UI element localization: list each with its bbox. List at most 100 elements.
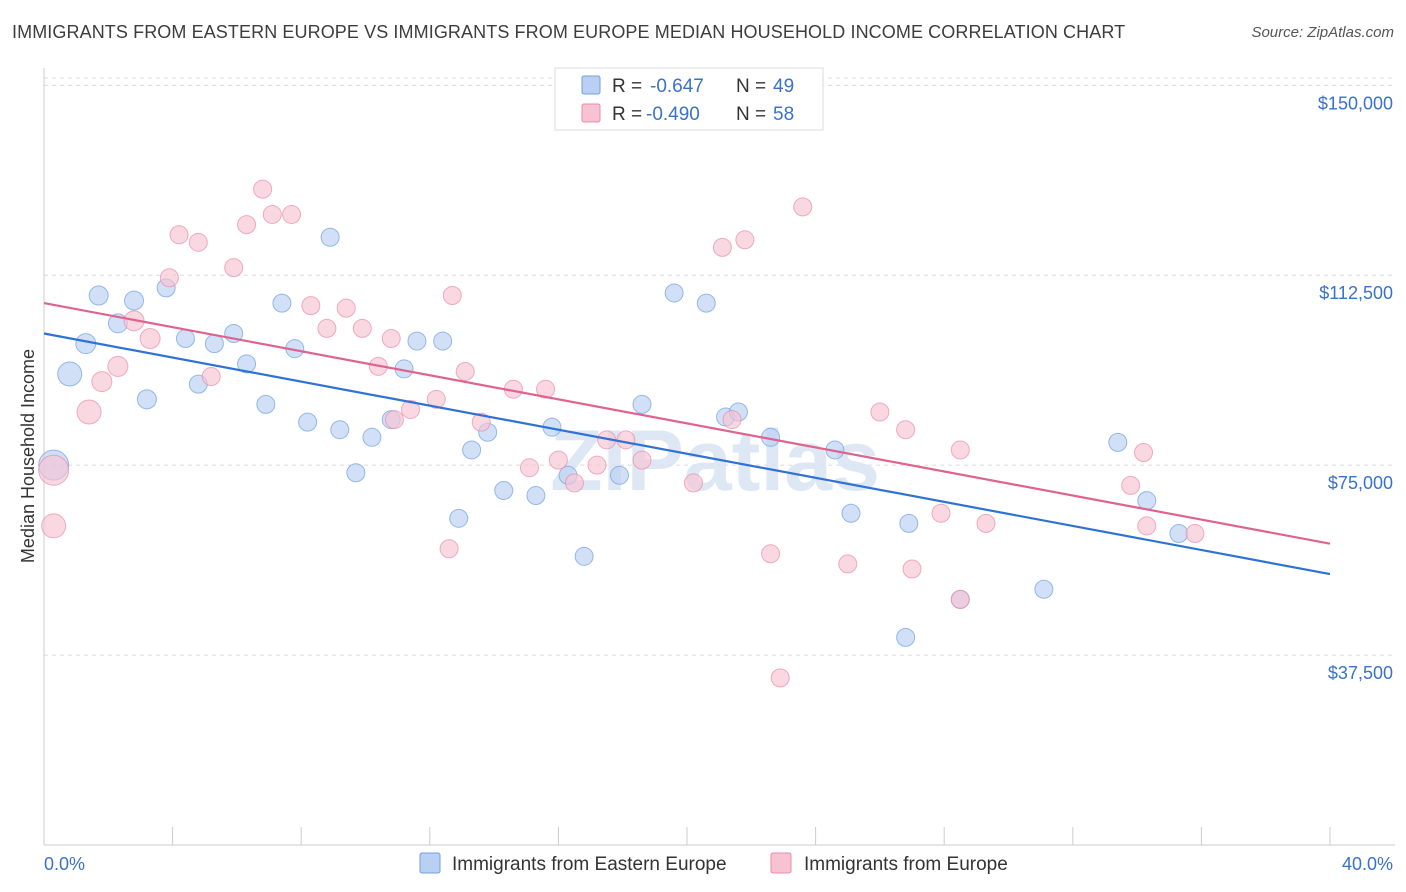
point-eastern-europe xyxy=(330,420,350,440)
point-europe xyxy=(107,355,129,377)
point-europe xyxy=(41,513,67,539)
legend-swatch-europe xyxy=(581,103,601,123)
point-europe xyxy=(793,197,813,217)
point-europe xyxy=(336,298,356,318)
point-eastern-europe xyxy=(320,227,340,247)
point-europe xyxy=(770,668,790,688)
point-europe xyxy=(587,455,607,475)
point-europe xyxy=(401,399,421,419)
point-eastern-europe xyxy=(204,334,224,354)
point-europe xyxy=(91,371,113,393)
point-eastern-europe xyxy=(609,465,629,485)
point-europe xyxy=(950,440,970,460)
legend-n-value-1: 49 xyxy=(773,76,794,97)
point-europe xyxy=(632,450,652,470)
point-eastern-europe xyxy=(841,503,861,523)
point-eastern-europe xyxy=(256,394,276,414)
legend-r-label-1: R = xyxy=(612,76,642,97)
trend-line-europe xyxy=(43,302,1331,545)
point-europe xyxy=(548,450,568,470)
point-eastern-europe xyxy=(136,389,157,410)
point-europe xyxy=(455,361,475,381)
point-europe xyxy=(683,473,703,493)
point-europe xyxy=(159,268,179,288)
point-europe xyxy=(536,379,556,399)
legend-n-value-2: 58 xyxy=(773,104,794,125)
y-axis-label: Median Household Income xyxy=(18,349,38,563)
y-tick-labels: $37,500 $75,000 $112,500 $150,000 xyxy=(1318,93,1393,683)
point-europe xyxy=(896,420,916,440)
point-europe xyxy=(262,204,282,224)
point-eastern-europe xyxy=(1137,491,1157,511)
point-eastern-europe xyxy=(1169,524,1189,544)
point-europe xyxy=(564,473,584,493)
source-label: Source: ZipAtlas.com xyxy=(1251,24,1394,41)
point-eastern-europe xyxy=(298,412,318,432)
point-eastern-europe xyxy=(433,331,453,351)
point-eastern-europe xyxy=(124,290,145,311)
x-axis-max-label: 40.0% xyxy=(1342,854,1393,874)
point-eastern-europe xyxy=(57,361,83,387)
point-europe xyxy=(352,318,372,338)
point-eastern-europe xyxy=(362,427,382,447)
point-europe xyxy=(1121,475,1141,495)
point-europe xyxy=(76,399,102,425)
point-eastern-europe xyxy=(272,293,292,313)
legend-swatch-eastern-europe xyxy=(581,75,601,95)
point-europe xyxy=(735,230,755,250)
point-eastern-europe xyxy=(494,480,514,500)
legend-r-value-1: -0.647 xyxy=(650,76,704,97)
point-eastern-europe xyxy=(1108,432,1128,452)
point-eastern-europe xyxy=(449,508,469,528)
legend-r-label-2: R = xyxy=(612,104,642,125)
point-europe xyxy=(870,402,890,422)
point-eastern-europe xyxy=(696,293,716,313)
point-eastern-europe xyxy=(574,546,594,566)
series-legend: Immigrants from Eastern Europe Immigrant… xyxy=(419,852,1008,875)
point-europe xyxy=(1185,524,1205,544)
y-tick-label: $75,000 xyxy=(1328,473,1393,493)
point-eastern-europe xyxy=(899,513,919,533)
point-europe xyxy=(237,215,257,235)
point-eastern-europe xyxy=(88,285,109,306)
point-europe xyxy=(301,296,321,316)
point-europe xyxy=(317,318,337,338)
point-eastern-europe xyxy=(346,463,366,483)
point-europe xyxy=(1134,443,1154,462)
point-europe xyxy=(442,286,462,305)
point-europe xyxy=(38,454,70,486)
point-europe xyxy=(253,179,273,199)
point-europe xyxy=(139,328,161,350)
point-eastern-europe xyxy=(664,283,684,303)
point-eastern-europe xyxy=(526,486,546,506)
point-europe xyxy=(616,430,636,450)
correlation-legend: R = -0.647 N = 49 R = -0.490 N = 58 xyxy=(554,67,824,131)
point-eastern-europe xyxy=(407,331,427,351)
point-eastern-europe xyxy=(462,440,482,460)
point-eastern-europe xyxy=(1034,579,1054,599)
trend-line-eastern-europe xyxy=(43,332,1331,576)
point-europe xyxy=(169,225,189,245)
point-eastern-europe xyxy=(896,627,916,647)
point-europe xyxy=(761,544,781,564)
data-points xyxy=(38,179,1205,688)
y-tick-label: $150,000 xyxy=(1318,93,1393,113)
point-eastern-europe xyxy=(237,354,257,374)
series-legend-label-1: Immigrants from Eastern Europe xyxy=(452,854,727,875)
point-europe xyxy=(931,503,951,523)
point-europe xyxy=(188,232,208,252)
point-europe xyxy=(439,539,459,559)
legend-r-value-2: -0.490 xyxy=(646,104,700,125)
point-eastern-europe xyxy=(632,394,652,414)
chart-title: IMMIGRANTS FROM EASTERN EUROPE VS IMMIGR… xyxy=(12,22,1126,42)
x-axis-min-label: 0.0% xyxy=(44,854,85,874)
point-europe xyxy=(201,367,221,387)
point-europe xyxy=(950,589,970,609)
point-europe xyxy=(1137,516,1157,536)
trend-lines xyxy=(43,302,1331,576)
legend-n-label-2: N = xyxy=(736,104,766,125)
point-europe xyxy=(902,559,922,579)
point-europe xyxy=(224,258,244,278)
point-europe xyxy=(426,389,446,409)
